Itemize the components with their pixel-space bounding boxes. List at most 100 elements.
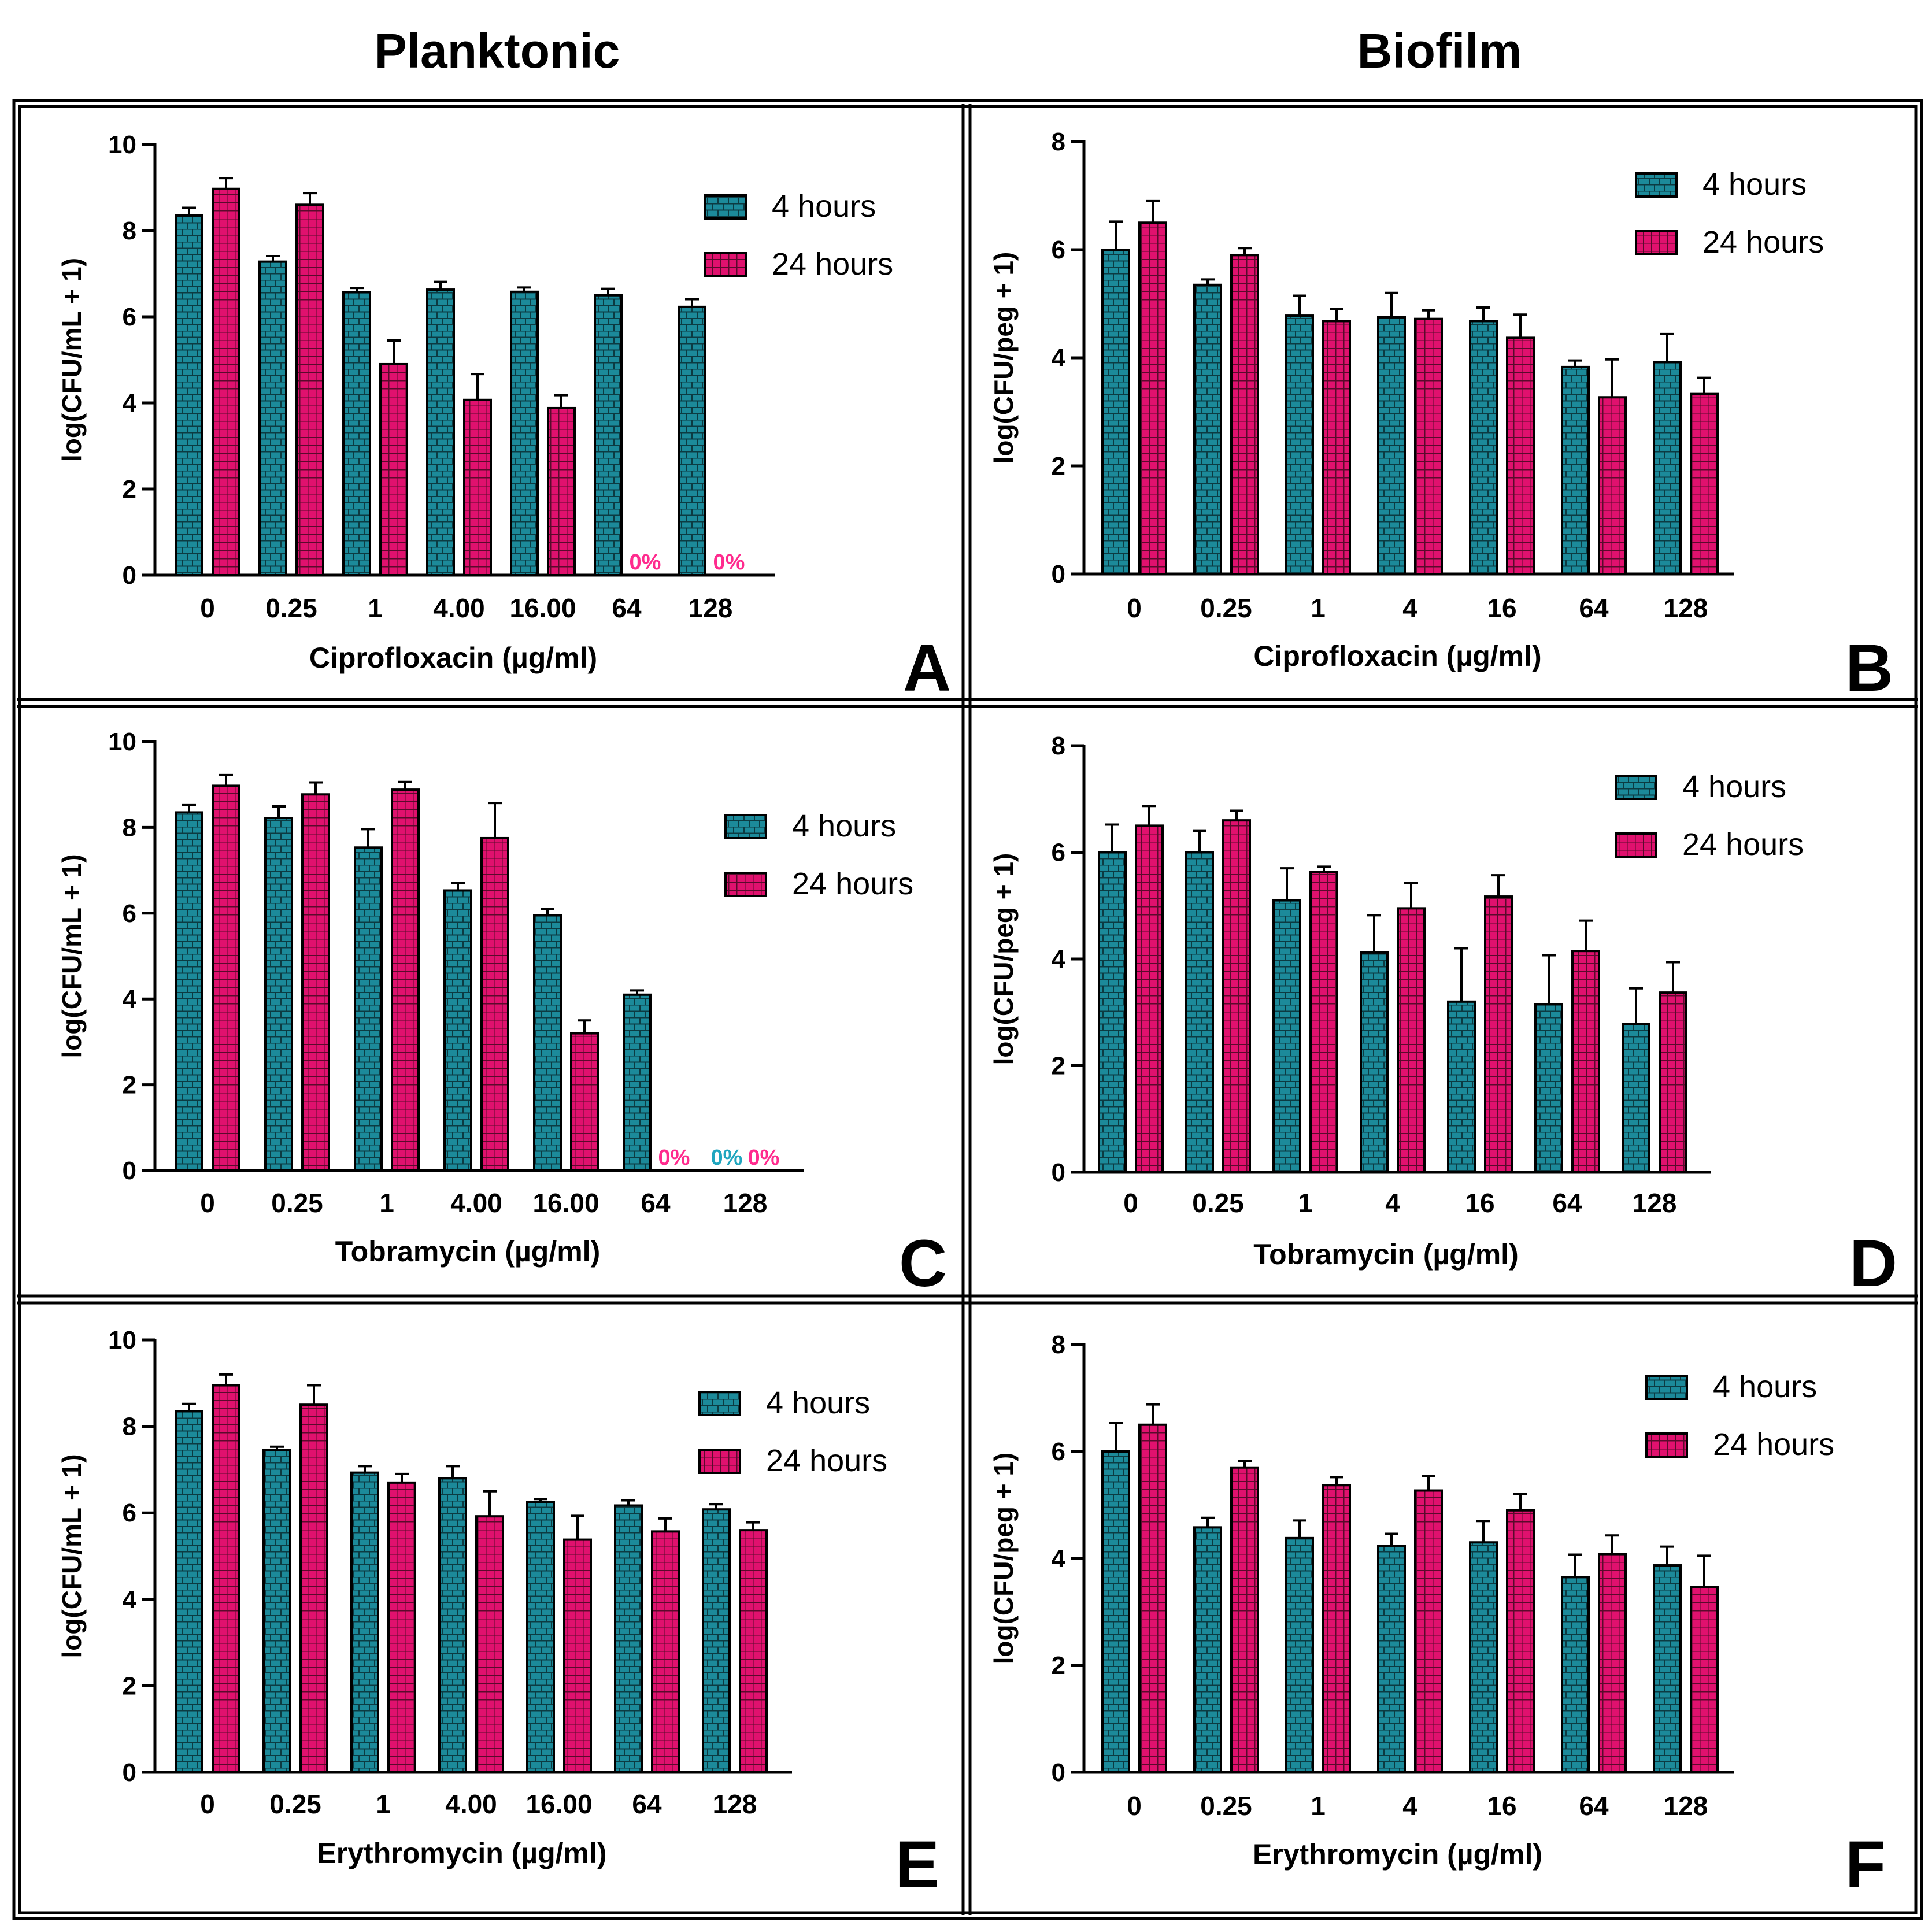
y-axis-label: log(CFU/peg + 1): [989, 252, 1019, 464]
y-tick-label: 6: [1052, 236, 1065, 264]
bar-4h: [702, 1508, 731, 1774]
legend-swatch-4h: [1635, 172, 1678, 198]
x-tick-label: 4: [1385, 1188, 1400, 1218]
bar-4h: [1101, 1450, 1130, 1773]
x-tick-label: 128: [689, 593, 733, 623]
x-tick-label: 128: [713, 1789, 757, 1819]
bar-4h: [1360, 951, 1389, 1174]
x-tick-label: 0.25: [1200, 593, 1252, 623]
y-axis-label: log(CFU/mL + 1): [57, 1454, 87, 1658]
x-axis-title: Tobramycin (µg/ml): [1253, 1238, 1518, 1271]
bar-4h: [1561, 365, 1590, 576]
x-tick-label: 4: [1402, 1791, 1417, 1821]
x-tick-label: 16.00: [532, 1188, 599, 1218]
x-axis-title: Erythromycin (µg/ml): [1253, 1838, 1542, 1871]
bar-4h: [426, 288, 455, 576]
legend-label: 24 hours: [792, 866, 913, 901]
bar-24h: [1309, 871, 1338, 1173]
x-tick-label: 0: [1127, 1791, 1142, 1821]
figure-frame: [12, 99, 1923, 1920]
y-axis-label: log(CFU/mL + 1): [57, 854, 87, 1058]
bar-24h: [475, 1515, 504, 1774]
x-tick-label: 4.00: [450, 1188, 502, 1218]
bar-4h: [1272, 899, 1301, 1174]
x-tick-label: 128: [1633, 1188, 1677, 1218]
legend-swatch-4h: [698, 1391, 741, 1416]
bar-24h: [1690, 1586, 1719, 1773]
x-axis-title: Erythromycin (µg/ml): [317, 1837, 606, 1869]
bar-4h: [594, 294, 623, 576]
x-tick-label: 0: [1127, 593, 1142, 623]
chart-panel-c: 0 2 4 6 8 10 log(CFU/mL + 1) 0 0.25 1 4.00 16.00 64 1…: [57, 728, 947, 1301]
bar-4h: [526, 1501, 555, 1773]
bar-4h: [1101, 249, 1130, 575]
bar-4h: [443, 889, 472, 1172]
x-tick-label: 1: [368, 593, 383, 623]
y-tick-label: 10: [108, 1326, 136, 1354]
bar-24h: [1506, 336, 1535, 576]
x-tick-label: 0: [200, 1789, 215, 1819]
x-tick-label: 16: [1487, 593, 1516, 623]
legend-swatch-24h: [1645, 1432, 1688, 1458]
panel-letter-e: E: [895, 1828, 939, 1902]
x-tick-label: 0.25: [271, 1188, 323, 1218]
x-tick-label: 16.00: [509, 593, 576, 623]
y-tick-label: 2: [1052, 452, 1065, 480]
bar-24h: [1230, 1466, 1259, 1773]
y-tick-label: 2: [1052, 1651, 1065, 1680]
y-tick-label: 0: [123, 561, 136, 590]
y-tick-label: 10: [108, 728, 136, 756]
y-tick-label: 8: [123, 1413, 136, 1441]
bar-24h: [299, 1403, 328, 1773]
chart-panel-b: 0 2 4 6 8 log(CFU/peg + 1) 0 0.25 1 4 16 64 128 Cipro…: [989, 128, 1893, 705]
panel-letter-c: C: [899, 1227, 947, 1301]
bar-24h: [547, 406, 576, 576]
bar-4h: [1185, 851, 1214, 1173]
y-tick-label: 0: [1052, 1158, 1065, 1187]
y-axis-label: log(CFU/mL + 1): [57, 258, 87, 462]
bar-4h: [1653, 361, 1682, 575]
bar-4h: [1561, 1576, 1590, 1773]
y-tick-label: 0: [123, 1758, 136, 1787]
bar-24h: [212, 1384, 240, 1774]
x-tick-label: 64: [632, 1789, 662, 1819]
bar-24h: [1230, 254, 1259, 576]
zero-value-label: 0%: [711, 1146, 743, 1170]
bar-4h: [258, 260, 287, 576]
legend-swatch-4h: [1645, 1375, 1688, 1400]
bar-24h: [570, 1032, 599, 1172]
y-tick-label: 8: [123, 217, 136, 245]
y-tick-label: 10: [108, 131, 136, 159]
bar-24h: [1135, 824, 1164, 1173]
bar-24h: [1484, 895, 1513, 1173]
bar-24h: [301, 793, 330, 1172]
y-tick-label: 2: [123, 1672, 136, 1700]
bar-4h: [1622, 1023, 1650, 1174]
bar-24h: [1414, 317, 1443, 575]
y-tick-label: 8: [1052, 1331, 1065, 1359]
chart-panel-a: 0 2 4 6 8 10 log(CFU/mL + 1) 0 0.25 1 4.00 16.00 64 1…: [57, 131, 951, 705]
bar-24h: [391, 788, 420, 1172]
panel-letter-a: A: [903, 631, 951, 705]
bar-24h: [1598, 396, 1627, 575]
bar-24h: [463, 398, 492, 576]
panel-letter-f: F: [1845, 1828, 1886, 1902]
bar-4h: [1285, 314, 1314, 575]
bar-4h: [623, 993, 652, 1172]
bar-4h: [175, 1410, 203, 1773]
bar-4h: [1534, 1003, 1563, 1173]
y-axis-label: log(CFU/peg + 1): [989, 853, 1019, 1065]
y-tick-label: 0: [123, 1157, 136, 1185]
zero-value-label: 0%: [713, 550, 745, 575]
bar-4h: [533, 914, 562, 1172]
legend-swatch-24h: [1635, 230, 1678, 255]
bar-24h: [1322, 1484, 1351, 1773]
x-tick-label: 0.25: [269, 1789, 321, 1819]
legend-label: 4 hours: [1713, 1369, 1817, 1404]
y-tick-label: 2: [1052, 1052, 1065, 1080]
bar-4h: [438, 1477, 467, 1774]
x-tick-label: 1: [376, 1789, 391, 1819]
y-tick-label: 8: [1052, 732, 1065, 760]
x-tick-label: 16.00: [525, 1789, 592, 1819]
x-tick-label: 1: [1311, 1791, 1326, 1821]
